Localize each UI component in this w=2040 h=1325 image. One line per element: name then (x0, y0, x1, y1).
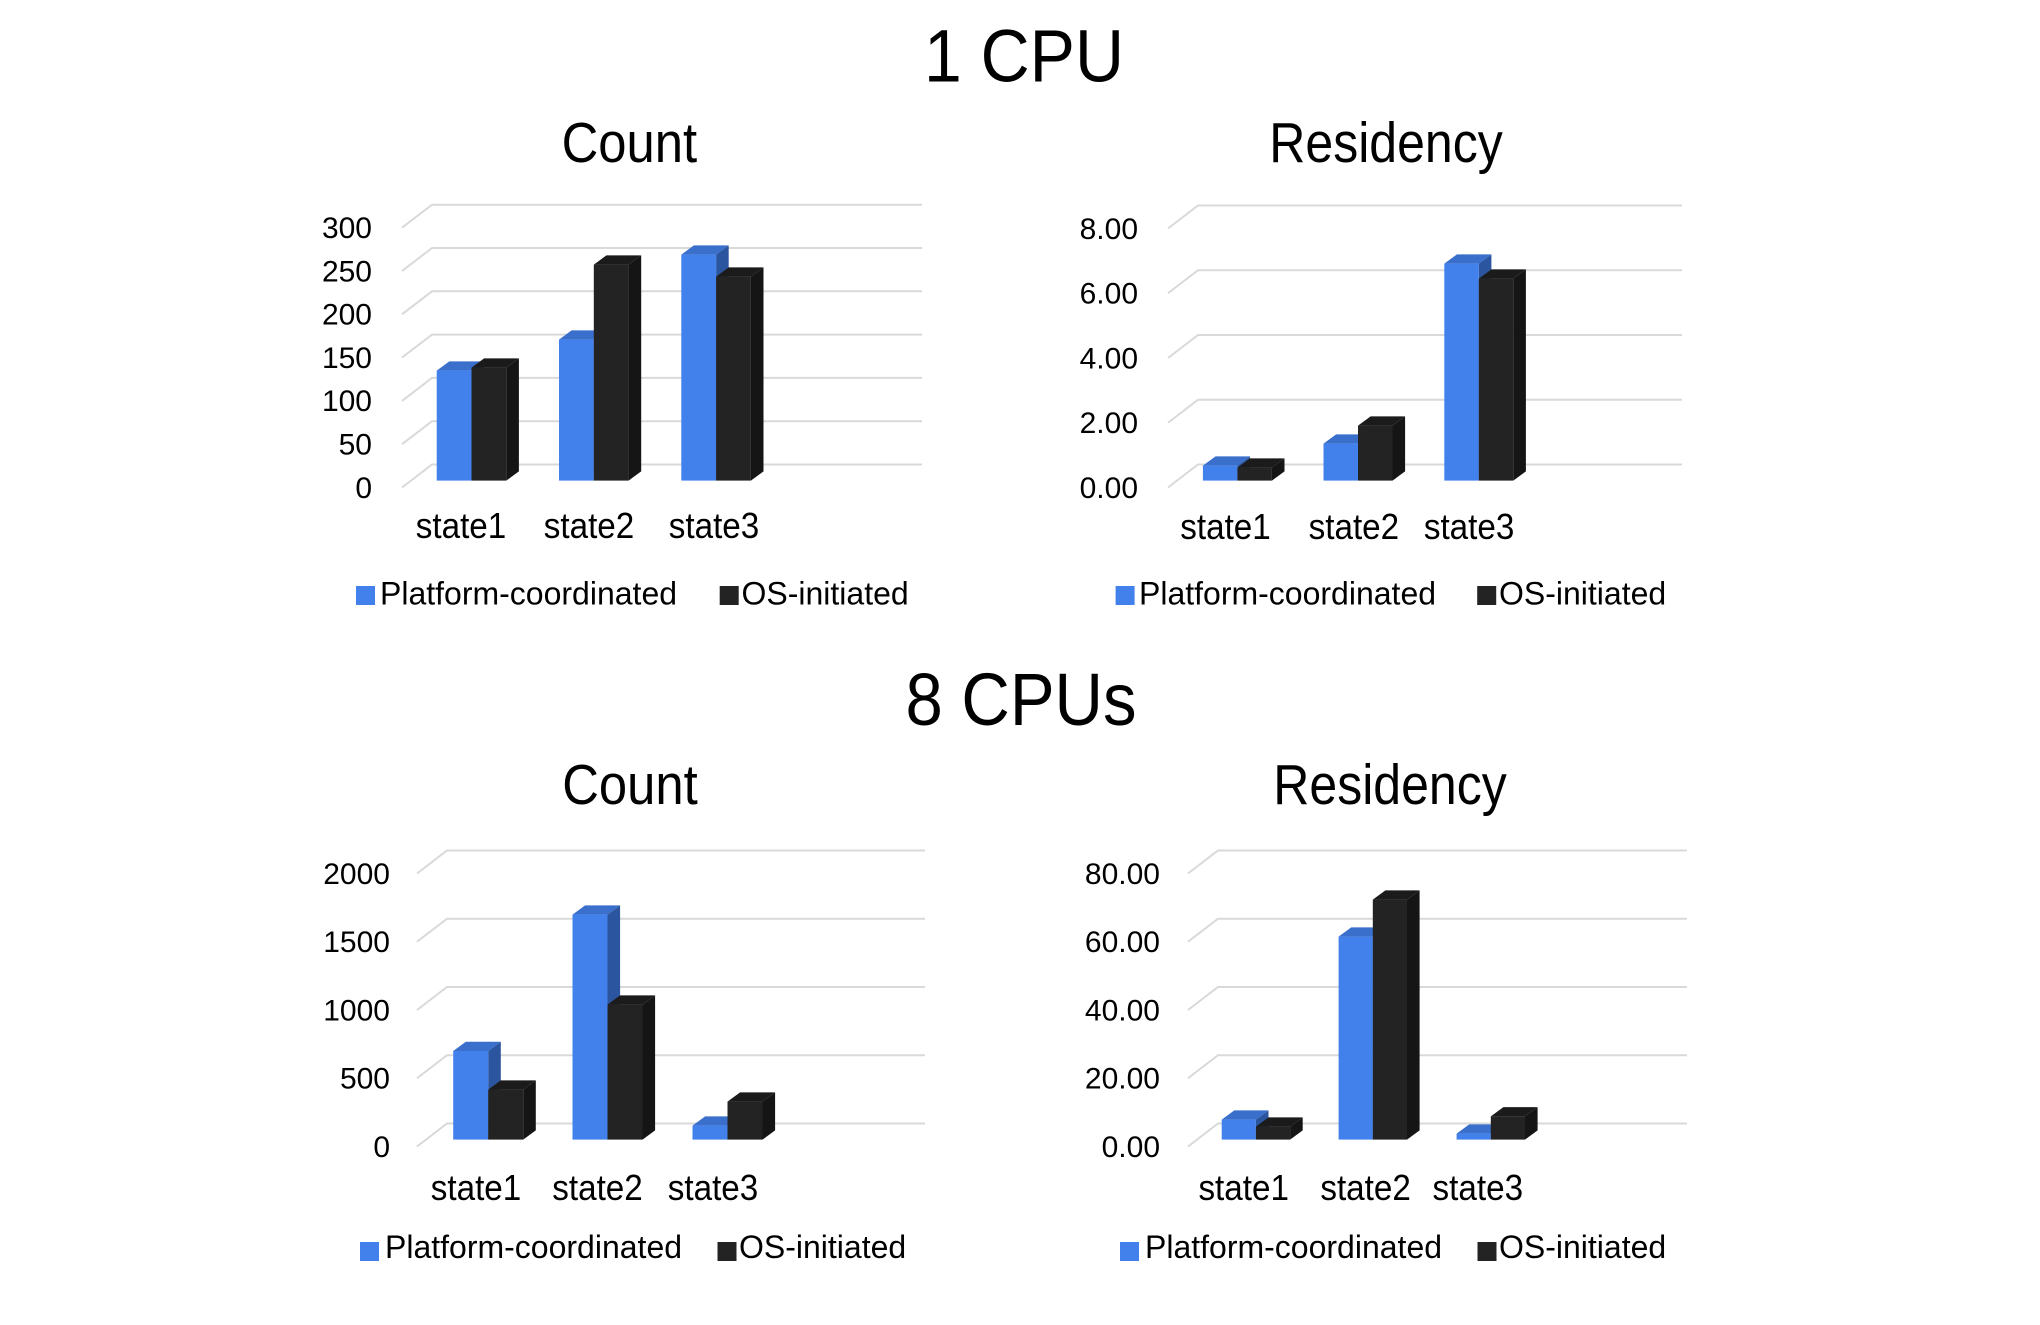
svg-text:Residency: Residency (1273, 753, 1507, 817)
svg-text:2.00: 2.00 (1080, 407, 1138, 440)
svg-text:state3: state3 (668, 1167, 759, 1208)
svg-text:Platform-coordinated: Platform-coordinated (380, 576, 677, 612)
svg-text:Residency: Residency (1269, 111, 1503, 175)
svg-text:state1: state1 (416, 505, 507, 546)
svg-text:200: 200 (322, 299, 372, 332)
svg-text:40.00: 40.00 (1085, 994, 1160, 1027)
svg-text:0: 0 (373, 1131, 390, 1164)
svg-text:2000: 2000 (323, 858, 390, 891)
svg-text:state2: state2 (552, 1167, 643, 1208)
svg-text:1000: 1000 (323, 994, 390, 1027)
svg-text:OS-initiated: OS-initiated (1499, 576, 1666, 612)
svg-text:state1: state1 (1198, 1167, 1289, 1208)
svg-text:20.00: 20.00 (1085, 1063, 1160, 1096)
svg-text:state3: state3 (669, 505, 760, 546)
svg-text:4.00: 4.00 (1080, 342, 1138, 375)
svg-text:state3: state3 (1424, 506, 1515, 547)
svg-text:80.00: 80.00 (1085, 858, 1160, 891)
svg-text:OS-initiated: OS-initiated (1499, 1229, 1666, 1265)
svg-text:state2: state2 (1320, 1167, 1411, 1208)
svg-text:500: 500 (340, 1063, 390, 1096)
svg-text:1 CPU: 1 CPU (924, 15, 1124, 98)
svg-text:state1: state1 (1180, 506, 1271, 547)
svg-text:state2: state2 (1309, 506, 1400, 547)
svg-text:1500: 1500 (323, 926, 390, 959)
svg-text:Platform-coordinated: Platform-coordinated (1139, 576, 1436, 612)
svg-text:250: 250 (322, 255, 372, 288)
svg-text:OS-initiated: OS-initiated (739, 1229, 906, 1265)
svg-text:Count: Count (562, 111, 698, 175)
svg-text:Count: Count (562, 753, 698, 817)
svg-text:OS-initiated: OS-initiated (742, 576, 909, 612)
svg-text:state1: state1 (431, 1167, 522, 1208)
svg-text:state2: state2 (544, 505, 635, 546)
svg-text:60.00: 60.00 (1085, 926, 1160, 959)
svg-text:8 CPUs: 8 CPUs (906, 658, 1137, 741)
svg-text:50: 50 (339, 429, 372, 462)
svg-text:0.00: 0.00 (1080, 472, 1138, 505)
svg-text:8.00: 8.00 (1080, 213, 1138, 246)
svg-text:150: 150 (322, 342, 372, 375)
svg-text:Platform-coordinated: Platform-coordinated (385, 1229, 682, 1265)
svg-text:300: 300 (322, 212, 372, 245)
svg-text:Platform-coordinated: Platform-coordinated (1145, 1229, 1442, 1265)
svg-text:6.00: 6.00 (1080, 278, 1138, 311)
svg-text:0: 0 (355, 472, 372, 505)
svg-text:100: 100 (322, 385, 372, 418)
svg-text:state3: state3 (1433, 1167, 1524, 1208)
svg-text:0.00: 0.00 (1102, 1131, 1160, 1164)
